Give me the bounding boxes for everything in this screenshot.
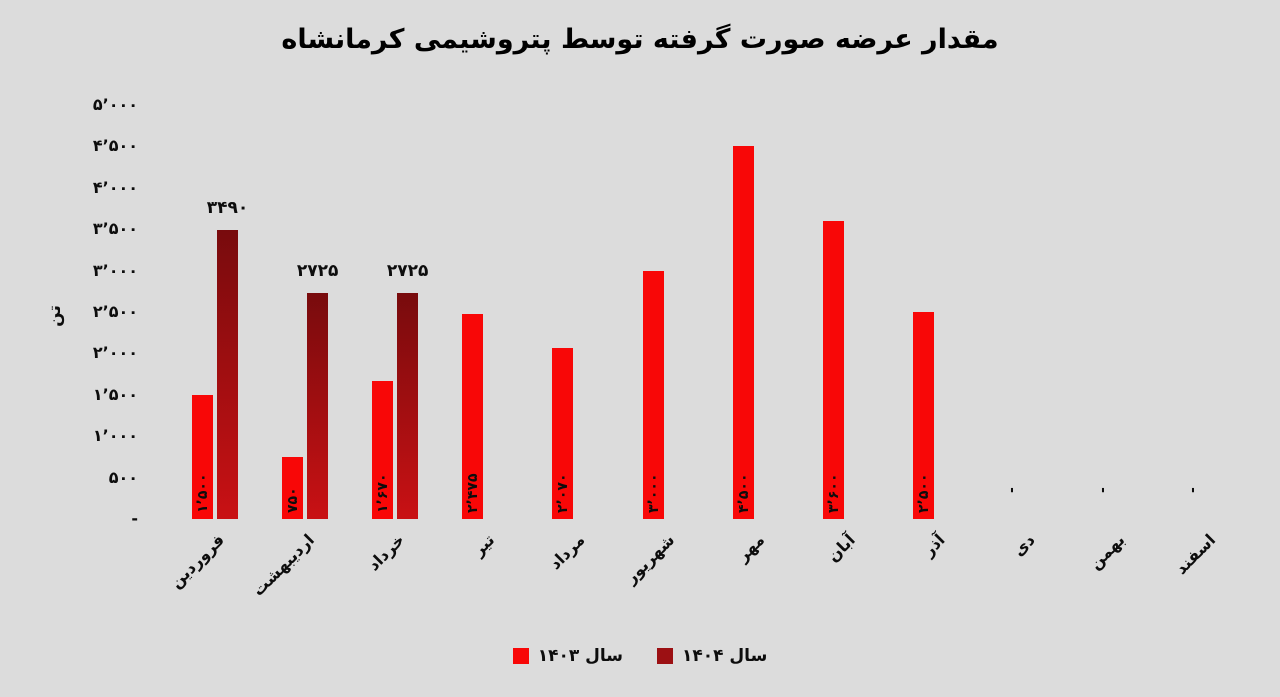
bar-1403	[462, 314, 484, 519]
bar-zero-label: -	[1004, 487, 1021, 493]
bar-value-label: ۳’۶۰۰	[825, 473, 842, 514]
x-axis-month-label: دی	[1009, 530, 1039, 560]
x-axis-month-label: فروردین	[166, 530, 228, 592]
bar-value-label-above: ۳۴۹۰	[206, 198, 249, 219]
bar-zero-label: -	[1094, 487, 1111, 493]
bar-value-label: ۴’۵۰۰	[735, 473, 752, 514]
bar-value-label: ۷۵۰	[285, 487, 302, 513]
bar-1404	[397, 293, 419, 519]
legend-label: سال ۱۴۰۴	[682, 646, 768, 666]
x-axis-month-label: تیر	[468, 530, 499, 560]
legend-swatch-1403	[512, 648, 529, 664]
bar-1403	[822, 220, 844, 519]
x-axis-month-label: بهمن	[1085, 530, 1129, 574]
legend-item-1403: سال ۱۴۰۳	[512, 645, 623, 667]
y-tick-label: ۴’۵۰۰	[92, 136, 138, 156]
x-axis-month-label: خرداد	[363, 530, 408, 575]
bar-1404	[217, 230, 238, 519]
bar-1403	[282, 456, 304, 519]
chart-title: مقدار عرضه صورت گرفته توسط پتروشیمی کرما…	[281, 24, 999, 55]
x-axis-month-label: اردیبهشت	[248, 530, 318, 600]
bar-1403	[732, 146, 754, 519]
y-tick-label: ۵۰۰	[108, 467, 138, 487]
bar-1403	[192, 394, 213, 519]
legend: سال ۱۴۰۳ سال ۱۴۰۴	[0, 645, 1280, 667]
bar-value-label: ۳’۰۰۰	[645, 473, 662, 514]
bar-1403	[552, 347, 574, 519]
x-axis-month-label: مرداد	[545, 530, 589, 574]
y-tick-label: ۲’۵۰۰	[92, 302, 138, 321]
y-tick-label: -	[131, 509, 138, 528]
x-axis-month-label: اسفند	[1171, 530, 1219, 579]
bar-1403	[642, 270, 664, 519]
y-tick-label: ۲’۰۰۰	[92, 343, 138, 363]
legend-swatch-1404	[657, 648, 673, 664]
x-axis-month-label: مهر	[733, 530, 769, 566]
bar-value-label: ۲’۴۷۵	[465, 473, 482, 514]
y-tick-label: ۳’۰۰۰	[92, 260, 138, 280]
bar-1403	[912, 312, 934, 519]
bar-zero-label: -	[1184, 487, 1201, 493]
y-tick-label: ۴’۰۰۰	[92, 177, 138, 197]
y-tick-label: ۳’۵۰۰	[92, 219, 138, 239]
bar-value-label: ۲’۰۷۰	[555, 473, 572, 514]
y-tick-label: ۵’۰۰۰	[92, 95, 138, 114]
x-axis-month-label: شهریور	[621, 530, 679, 588]
legend-item-1404: سال ۱۴۰۴	[657, 645, 767, 667]
y-tick-label: ۱’۵۰۰	[92, 384, 138, 404]
bar-value-label: ۱’۵۰۰	[195, 473, 211, 514]
legend-label: سال ۱۴۰۳	[537, 646, 623, 666]
bar-1404	[307, 293, 329, 519]
bar-value-label-above: ۲۷۲۵	[386, 261, 429, 282]
x-axis-month-label: آذر	[918, 530, 949, 560]
y-tick-label: ۱’۰۰۰	[92, 426, 138, 446]
bar-value-label-above: ۲۷۲۵	[296, 261, 339, 282]
bar-value-label: ۲’۵۰۰	[915, 473, 932, 514]
x-axis-month-label: آبان	[822, 530, 859, 566]
bar-value-label: ۱’۶۷۰	[375, 473, 392, 514]
bar-1403	[372, 380, 394, 519]
